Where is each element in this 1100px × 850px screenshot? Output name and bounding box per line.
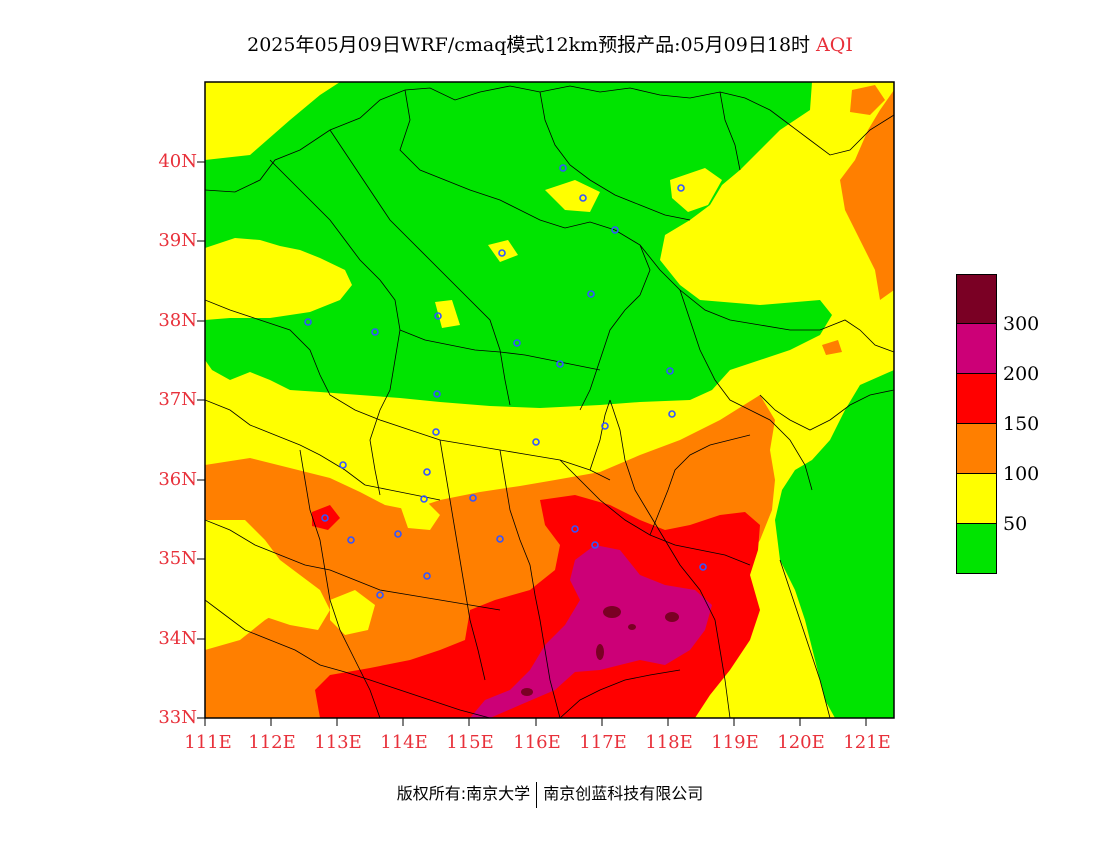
station-marker [668, 410, 676, 418]
aqi-patch-yellow-5 [205, 82, 340, 160]
legend-swatch-yellow [956, 474, 997, 524]
station-marker [371, 328, 379, 336]
station-marker [579, 194, 587, 202]
map-title: 2025年05月09日WRF/cmaq模式12km预报产品:05月09日18时 A… [0, 30, 1100, 57]
station-marker [432, 428, 440, 436]
admin-boundaries [205, 85, 894, 718]
color-legend [956, 274, 997, 574]
aqi-spot-300-4 [521, 688, 533, 696]
station-marker [556, 360, 564, 368]
lat-label: 40N [158, 151, 197, 172]
aqi-band-0-50-north [205, 82, 832, 408]
lon-label: 118E [645, 732, 693, 753]
aqi-patch-orange-ne [840, 90, 894, 300]
axis-ticks [197, 161, 867, 726]
legend-label: 200 [1003, 363, 1040, 385]
aqi-patch-yellow-1 [545, 180, 600, 212]
legend-swatch-green [956, 524, 997, 574]
legend-label: 100 [1003, 463, 1040, 485]
aqi-patch-yellow-4 [670, 168, 722, 212]
aqi-patch-yellow-3 [435, 300, 460, 328]
legend-swatch-magenta [956, 324, 997, 374]
lat-label: 38N [158, 310, 197, 331]
aqi-patch-red-west [312, 505, 340, 530]
aqi-patch-yellow-8 [330, 590, 375, 635]
station-marker [532, 438, 540, 446]
station-marker [321, 514, 329, 522]
station-marker [347, 536, 355, 544]
lat-label: 34N [158, 628, 197, 649]
station-marker [420, 495, 428, 503]
legend-label: 300 [1003, 313, 1040, 335]
aqi-patch-orange-small [822, 340, 842, 355]
station-marker [513, 339, 521, 347]
station-marker [434, 312, 442, 320]
title-product: AQI [816, 34, 853, 56]
copyright-credit: 版权所有:南京大学 南京创蓝科技有限公司 [0, 780, 1100, 808]
station-marker [601, 422, 609, 430]
station-marker [591, 541, 599, 549]
station-marker [571, 525, 579, 533]
aqi-patch-orange-ne2 [850, 85, 885, 115]
station-marker [339, 461, 347, 469]
aqi-spot-300-1 [603, 606, 621, 618]
station-marker [423, 468, 431, 476]
aqi-patch-yellow-2 [488, 240, 518, 262]
credit-left: 版权所有:南京大学 [396, 784, 531, 803]
lat-label: 33N [158, 707, 197, 728]
station-marker [611, 226, 619, 234]
aqi-spot-300-5 [628, 624, 636, 630]
monitoring-stations [304, 164, 707, 599]
legend-swatch-red [956, 374, 997, 424]
title-main: 2025年05月09日WRF/cmaq模式12km预报产品:05月09日18时 [247, 34, 811, 56]
lon-label: 115E [446, 732, 494, 753]
station-marker [498, 249, 506, 257]
lon-label: 119E [711, 732, 759, 753]
lon-label: 114E [380, 732, 428, 753]
lon-label: 111E [184, 732, 232, 753]
station-marker [304, 318, 312, 326]
legend-swatch-orange [956, 424, 997, 474]
lon-label: 113E [314, 732, 362, 753]
station-marker [423, 572, 431, 580]
lat-label: 35N [158, 548, 197, 569]
aqi-band-0-50-east [775, 370, 894, 718]
aqi-spot-300-3 [596, 644, 604, 660]
aqi-patch-yellow-6 [205, 520, 330, 630]
lon-label: 112E [248, 732, 296, 753]
station-marker [394, 530, 402, 538]
station-marker [699, 563, 707, 571]
station-marker [587, 290, 595, 298]
lat-label: 37N [158, 389, 197, 410]
aqi-field [205, 82, 894, 718]
station-marker [559, 164, 567, 172]
aqi-patch-yellow-7 [400, 500, 440, 530]
lon-label: 120E [777, 732, 825, 753]
lat-label: 36N [158, 469, 197, 490]
credit-separator [536, 781, 538, 808]
lon-label: 116E [513, 732, 561, 753]
lon-label: 121E [843, 732, 891, 753]
legend-label: 50 [1003, 513, 1028, 535]
station-marker [469, 494, 477, 502]
lon-label: 117E [579, 732, 627, 753]
station-marker [666, 367, 674, 375]
station-marker [433, 390, 441, 398]
aqi-band-200-300 [470, 545, 712, 718]
station-marker [496, 535, 504, 543]
legend-swatch-maroon [956, 274, 997, 324]
aqi-spot-300-2 [665, 612, 679, 622]
credit-right: 南京创蓝科技有限公司 [543, 784, 704, 803]
lat-label: 39N [158, 230, 197, 251]
station-marker [677, 184, 685, 192]
station-marker [376, 591, 384, 599]
legend-label: 150 [1003, 413, 1040, 435]
